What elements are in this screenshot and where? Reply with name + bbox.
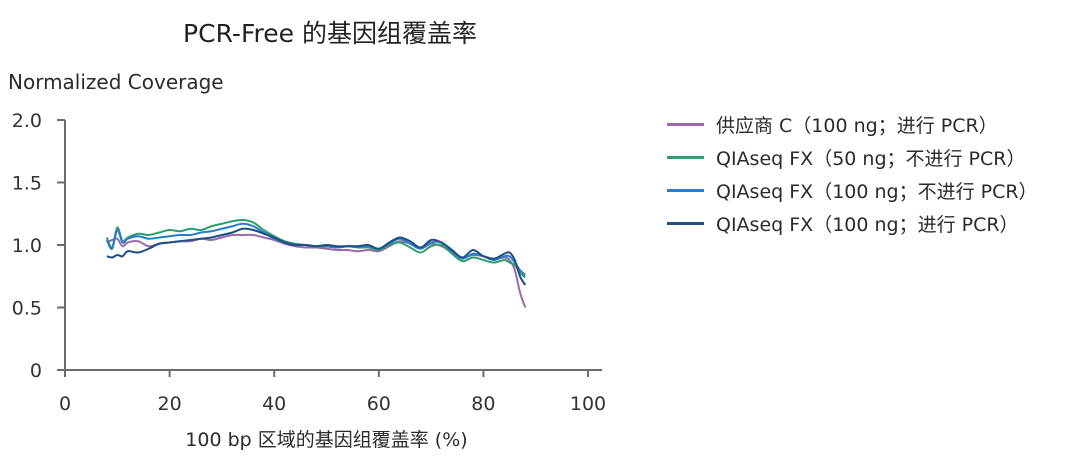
legend-label: 供应商 C（100 ng；进行 PCR） (716, 115, 998, 137)
series-line-1 (105, 218, 526, 279)
y-axis-title: Normalized Coverage (8, 70, 224, 94)
x-tick-label: 80 (471, 393, 495, 415)
legend-item: QIAseq FX（50 ng；不进行 PCR） (667, 141, 1038, 174)
legend-item: QIAseq FX（100 ng；进行 PCR） (667, 207, 1038, 240)
series-lines (105, 218, 527, 308)
x-tick-label: 20 (158, 393, 182, 415)
y-tick-label: 0 (30, 360, 42, 382)
legend-swatch (667, 156, 704, 159)
y-tick-label: 2.0 (12, 110, 42, 132)
x-tick-label: 100 (570, 393, 606, 415)
x-axis-title: 100 bp 区域的基因组覆盖率 (%) (185, 429, 468, 451)
series-line-3 (106, 227, 527, 286)
axes: 0 0.5 1.0 1.5 2.0 0 20 40 60 80 100 (12, 110, 606, 415)
legend-label: QIAseq FX（50 ng；不进行 PCR） (716, 148, 1026, 170)
legend: 供应商 C（100 ng；进行 PCR） QIAseq FX（50 ng；不进行 … (667, 108, 1038, 240)
legend-label: QIAseq FX（100 ng；进行 PCR） (716, 214, 1019, 236)
y-tick-label: 1.5 (12, 173, 42, 195)
legend-item: 供应商 C（100 ng；进行 PCR） (667, 108, 1038, 141)
x-tick-label: 40 (262, 393, 286, 415)
x-tick-label: 60 (367, 393, 391, 415)
legend-label: QIAseq FX（100 ng；不进行 PCR） (716, 181, 1038, 203)
legend-swatch (667, 222, 704, 225)
chart-title: PCR-Free 的基因组覆盖率 (183, 19, 477, 48)
series-line-2 (105, 222, 526, 276)
x-tick-label: 0 (59, 393, 71, 415)
legend-swatch (667, 189, 704, 192)
legend-swatch (667, 123, 704, 126)
y-tick-label: 0.5 (12, 298, 42, 320)
legend-item: QIAseq FX（100 ng；不进行 PCR） (667, 174, 1038, 207)
y-tick-label: 1.0 (12, 235, 42, 257)
